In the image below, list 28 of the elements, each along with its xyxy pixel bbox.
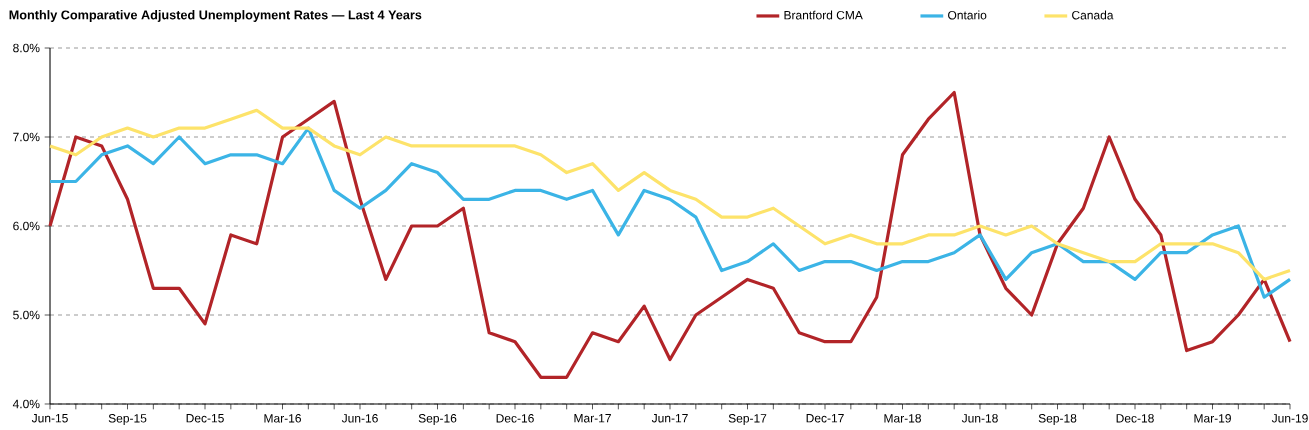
legend-label: Canada <box>1072 10 1114 20</box>
line-series <box>48 90 1292 379</box>
x-tick-label: Jun-18 <box>961 414 998 423</box>
x-tick-label: Mar-19 <box>1194 414 1231 423</box>
x-tick-label: Dec-15 <box>186 414 224 423</box>
x-tick-label: Mar-16 <box>264 414 301 423</box>
x-tick-label: Dec-16 <box>496 414 534 423</box>
y-tick-label: 6.0% <box>13 221 40 231</box>
y-tick-label: 7.0% <box>13 132 40 142</box>
x-tick-label: Mar-17 <box>574 414 611 423</box>
x-tick-label: Sep-15 <box>108 414 147 425</box>
x-tick-label: Dec-17 <box>806 414 844 423</box>
y-tick-label: 8.0% <box>13 43 40 53</box>
x-tick-label: Sep-17 <box>728 414 767 425</box>
chart-title: Monthly Comparative Adjusted Unemployment Rates — Last 4 Years <box>9 10 422 22</box>
legend-label: Ontario <box>948 10 987 20</box>
x-tick-label: Sep-16 <box>418 414 457 425</box>
y-tick-label: 5.0% <box>13 310 40 320</box>
x-tick-label: Jun-16 <box>341 414 378 423</box>
x-tick-label: Jun-17 <box>651 414 688 423</box>
x-tick-label: Mar-18 <box>884 414 921 423</box>
line-series <box>48 126 1292 299</box>
legend-label: Brantford CMA <box>784 10 863 20</box>
x-tick-label: Jun-15 <box>31 414 68 423</box>
x-tick-label: Sep-18 <box>1038 414 1077 425</box>
y-tick-label: 4.0% <box>12 399 40 409</box>
x-tick-label: Dec-18 <box>1116 414 1154 423</box>
x-tick-label: Jun-19 <box>1271 414 1308 423</box>
